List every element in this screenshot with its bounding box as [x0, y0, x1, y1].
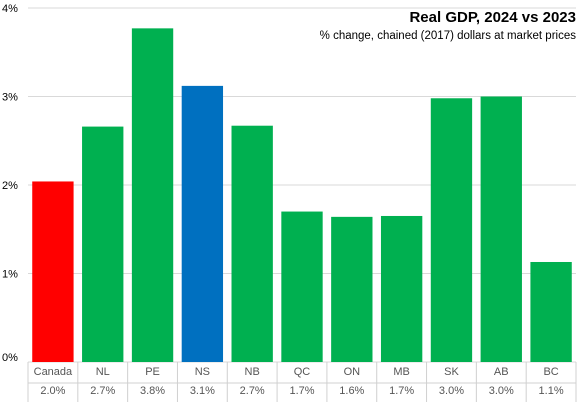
x-tick-label: QC	[294, 366, 311, 378]
bar-sk	[430, 98, 473, 363]
bar-qc	[281, 211, 323, 362]
bar-pe	[131, 28, 174, 362]
value-label: 1.7%	[289, 385, 314, 397]
bar-mb	[380, 215, 423, 362]
bars	[32, 28, 572, 363]
value-label: 2.0%	[40, 385, 65, 397]
x-tick-label: MB	[393, 366, 410, 378]
y-tick-label: 0%	[2, 352, 18, 364]
x-tick-label: ON	[344, 366, 361, 378]
y-tick-label: 2%	[2, 180, 18, 192]
value-label: 1.7%	[389, 385, 414, 397]
y-tick-label: 1%	[2, 269, 18, 281]
value-label: 3.0%	[439, 385, 464, 397]
value-label: 3.1%	[190, 385, 215, 397]
x-tick-label: PE	[145, 366, 160, 378]
value-label: 2.7%	[240, 385, 265, 397]
bar-ns	[181, 85, 224, 362]
bar-nl	[82, 126, 124, 362]
bar-ab	[480, 96, 522, 362]
x-tick-label: NB	[245, 366, 260, 378]
y-tick-label: 4%	[2, 3, 18, 15]
value-label: 3.0%	[489, 385, 514, 397]
bar-bc	[530, 261, 572, 362]
bar-canada	[32, 181, 74, 362]
x-tick-label: Canada	[34, 366, 73, 378]
value-label: 3.8%	[140, 385, 165, 397]
value-label: 2.7%	[90, 385, 115, 397]
x-tick-label: AB	[494, 366, 509, 378]
bar-nb	[231, 125, 273, 362]
x-tick-label: SK	[444, 366, 459, 378]
bar-on	[331, 216, 373, 362]
value-label: 1.6%	[339, 385, 364, 397]
y-tick-label: 3%	[2, 92, 18, 104]
value-label: 1.1%	[539, 385, 564, 397]
x-tick-label: NL	[96, 366, 110, 378]
labels: 0% 1% 2% 3% 4% Canada 2.0% NL 2.7% PE 3.8% NS 3.1% NB…	[2, 3, 564, 397]
chart-title: Real GDP, 2024 vs 2023	[409, 9, 576, 26]
chart-subtitle: % change, chained (2017) dollars at mark…	[320, 30, 577, 42]
x-tick-label: NS	[195, 366, 210, 378]
x-tick-label: BC	[543, 366, 558, 378]
